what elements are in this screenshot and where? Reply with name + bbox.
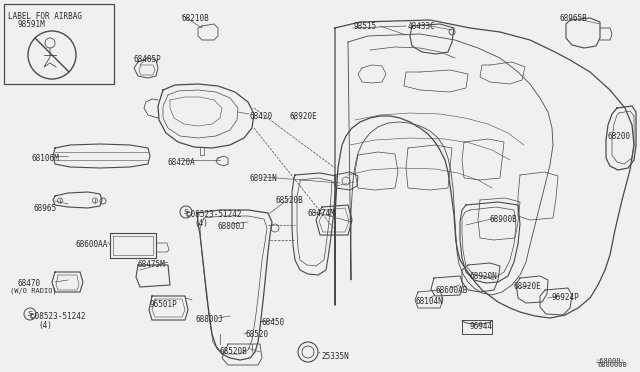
Text: S: S: [28, 311, 32, 317]
Text: 98515: 98515: [354, 22, 377, 31]
Text: 68920E: 68920E: [513, 282, 541, 291]
Text: 96944: 96944: [469, 322, 492, 331]
Text: ©08523-51242: ©08523-51242: [30, 312, 86, 321]
Text: 98591M: 98591M: [18, 20, 45, 29]
Text: 68520: 68520: [246, 330, 269, 339]
Text: 68420: 68420: [249, 112, 272, 121]
Text: 48433C: 48433C: [408, 22, 436, 31]
Text: (4): (4): [38, 321, 52, 330]
Text: 68475M: 68475M: [137, 260, 164, 269]
Text: 25335N: 25335N: [321, 352, 349, 361]
Text: 68800J: 68800J: [218, 222, 246, 231]
Text: S: S: [184, 209, 188, 215]
Text: 68600AB: 68600AB: [435, 286, 467, 295]
Text: 68420A: 68420A: [168, 158, 196, 167]
Text: ♨68000♨: ♨68000♨: [596, 358, 626, 364]
Text: 68106M: 68106M: [32, 154, 60, 163]
Text: 68450: 68450: [261, 318, 284, 327]
Text: 68520B: 68520B: [276, 196, 304, 205]
Text: 68210B: 68210B: [182, 14, 210, 23]
Text: (W/O RADIO): (W/O RADIO): [10, 288, 57, 295]
Bar: [4, 4, 114, 84]
Text: 68965: 68965: [34, 204, 57, 213]
Text: ©08523-51242: ©08523-51242: [186, 210, 241, 219]
Text: 96501P: 96501P: [150, 300, 178, 309]
Text: 68921N: 68921N: [249, 174, 276, 183]
Text: 68474M: 68474M: [307, 209, 335, 218]
Text: 68520B: 68520B: [220, 347, 248, 356]
Text: LABEL FOR AIRBAG: LABEL FOR AIRBAG: [8, 12, 82, 21]
Text: 68485P: 68485P: [133, 55, 161, 64]
Text: 68965B: 68965B: [560, 14, 588, 23]
Text: (4): (4): [194, 219, 208, 228]
Text: 68920N: 68920N: [470, 272, 498, 281]
Text: 96924P: 96924P: [551, 293, 579, 302]
Text: 68920E: 68920E: [290, 112, 317, 121]
Text: 68800J: 68800J: [196, 315, 224, 324]
Text: 68104N: 68104N: [416, 297, 444, 306]
Text: 68470: 68470: [17, 279, 40, 288]
Text: 68900B: 68900B: [490, 215, 518, 224]
Text: 6800000: 6800000: [598, 362, 628, 368]
Text: 68200: 68200: [608, 132, 631, 141]
Text: 68600AA: 68600AA: [75, 240, 108, 249]
